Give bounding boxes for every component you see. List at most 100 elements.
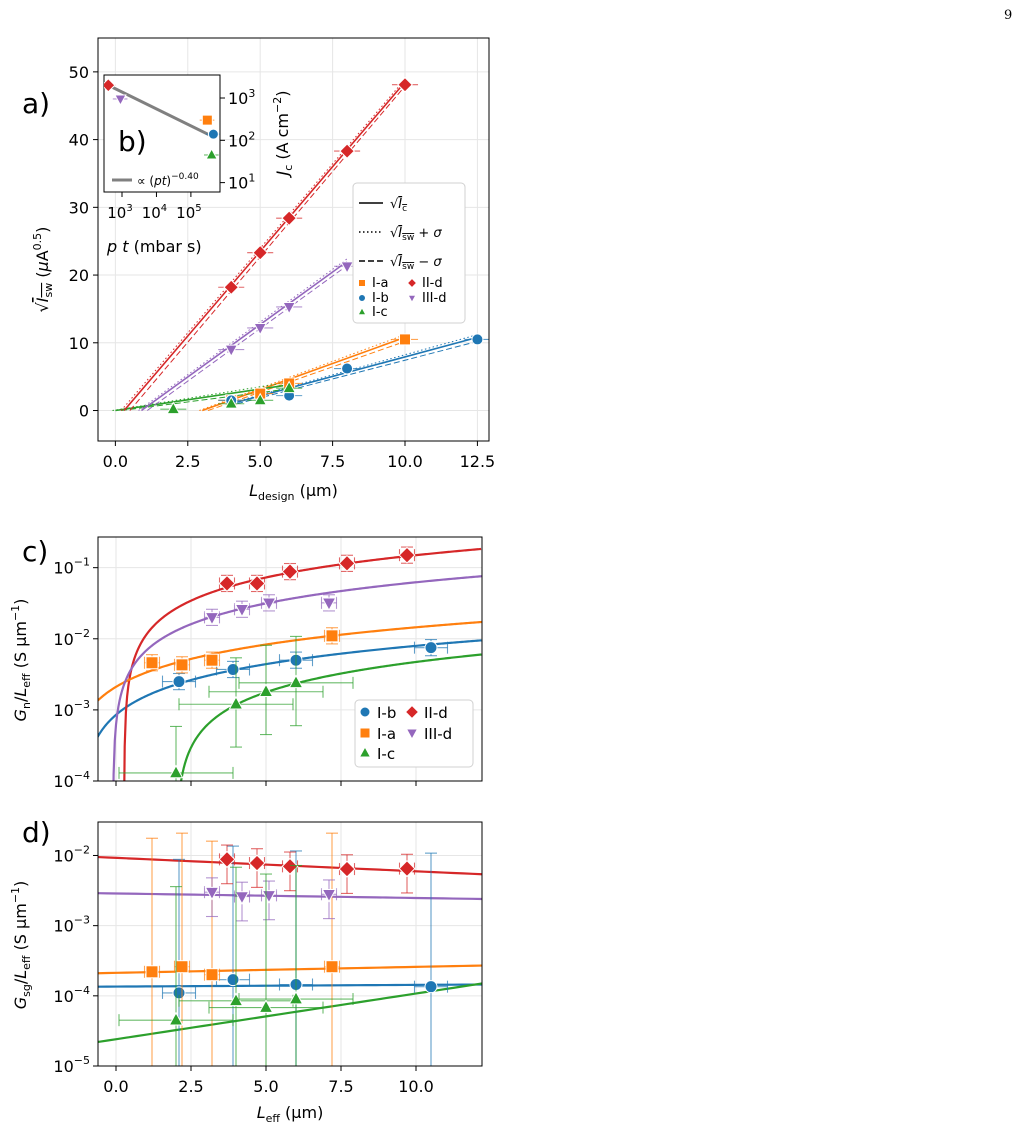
- xtick-label-a: 7.5: [320, 452, 345, 471]
- inset-plot-area: [104, 78, 220, 160]
- legend-label-III-d: III-d: [424, 725, 452, 743]
- legend-label-line: √Isw − σ: [390, 255, 442, 272]
- ylabel-a: √Isw (μA0.5): [31, 227, 55, 313]
- inset-xlabel: p t (mbar s): [106, 237, 202, 256]
- ytick-label-d: 10−5: [53, 1054, 90, 1076]
- legend-label-I-c: I-c: [377, 745, 395, 763]
- legend-a: √Ic√Isw + σ√Isw − σI-a II-dI-b III-dI-c: [352, 182, 466, 324]
- legend-marker-II-d: [406, 277, 418, 289]
- xtick-label-a: 5.0: [247, 452, 272, 471]
- xtick-label-d: 5.0: [253, 1077, 278, 1096]
- ytick-label-c: 10−2: [53, 627, 90, 649]
- xtick-label-a: 10.0: [387, 452, 423, 471]
- point-III-d: [234, 891, 250, 905]
- ytick-label-a: 20: [69, 266, 89, 285]
- panel-c: 10−4 10−3 10−2 10−1c) Gn/Leff (S μm−1) I-b II-…: [9, 535, 483, 791]
- panel-label-a: a): [22, 87, 50, 120]
- point-II-d: [218, 574, 236, 592]
- inset-ytick-label: 101: [228, 172, 255, 193]
- inset-fit-line: [104, 82, 216, 140]
- plot-area-d: [98, 832, 482, 1066]
- point-I-b: [226, 662, 240, 676]
- legend-marker-I-b: [358, 294, 366, 302]
- inset-ytick-label: 102: [228, 129, 255, 150]
- panel-label-c: c): [22, 535, 48, 568]
- model-curve-I-a: [98, 964, 482, 975]
- inset-point-I-c: [205, 147, 218, 160]
- legend-label-I-a: I-a: [377, 725, 396, 743]
- point-I-c: [253, 392, 268, 406]
- legend-marker-I-b: [359, 706, 371, 718]
- point-II-d: [338, 554, 356, 572]
- legend-marker-I-c: [357, 306, 367, 316]
- point-III-d: [204, 886, 220, 901]
- point-I-c: [224, 396, 239, 409]
- point-II-d: [339, 143, 355, 159]
- model-curve-I-c: [98, 982, 482, 1044]
- point-III-d: [234, 603, 250, 618]
- legend-label-I-a: I-a: [372, 276, 389, 291]
- ytick-label-c: 10−3: [53, 698, 90, 720]
- page-number: 9: [1004, 8, 1013, 23]
- point-I-a: [205, 968, 219, 982]
- point-III-d: [321, 888, 337, 903]
- point-I-b: [471, 333, 484, 346]
- ytick-label-c: 10−1: [53, 556, 90, 578]
- point-I-b: [424, 641, 438, 655]
- point-II-d: [281, 563, 299, 581]
- point-III-d: [253, 322, 268, 336]
- inset-point-III-d: [114, 94, 127, 106]
- xlabel-d: Leff (μm): [257, 1103, 324, 1125]
- point-I-a: [175, 658, 189, 672]
- point-II-d: [281, 857, 299, 875]
- sigma-minus-III-d: [146, 265, 348, 411]
- model-curve-II-d: [123, 547, 482, 781]
- ytick-label-d: 10−3: [53, 914, 90, 936]
- plot-area-a: [112, 76, 489, 415]
- point-I-b: [226, 973, 240, 987]
- model-curve-I-a: [98, 620, 482, 702]
- point-I-c: [258, 999, 274, 1013]
- xlabel-a: Ldesign (μm): [249, 481, 338, 503]
- model-curve-I-c: [179, 653, 482, 781]
- point-II-d: [398, 546, 416, 564]
- legend-marker-I-a: [359, 727, 371, 739]
- point-I-b: [424, 980, 438, 994]
- ylabel-c: Gn/Leff (S μm−1): [9, 599, 33, 722]
- point-II-d: [223, 279, 240, 296]
- axes-frame-c: [97, 536, 483, 782]
- point-I-c: [282, 380, 297, 394]
- inset-ylabel: Jc (A cm−2): [271, 91, 295, 179]
- point-I-c: [166, 401, 181, 415]
- point-III-d: [282, 301, 297, 315]
- xtick-label-a: 2.5: [175, 452, 200, 471]
- ytick-label-a: 10: [69, 334, 89, 353]
- inset-point-I-a: [201, 114, 213, 126]
- point-I-c: [228, 696, 244, 710]
- xtick-label-d: 7.5: [328, 1077, 353, 1096]
- point-I-c: [258, 683, 274, 698]
- point-I-a: [175, 960, 189, 974]
- point-I-a: [325, 960, 339, 974]
- plot-area-c: [98, 546, 482, 781]
- point-III-d: [321, 597, 337, 612]
- point-I-a: [325, 629, 339, 643]
- ytick-label-a: 0: [79, 402, 89, 421]
- ytick-label-a: 30: [69, 198, 89, 217]
- ylabel-d: Gsg/Leff (S μm−1): [9, 881, 33, 1010]
- ytick-label-d: 10−4: [53, 984, 90, 1006]
- point-II-d: [398, 860, 416, 878]
- point-II-d: [397, 76, 413, 93]
- panel-a: 0.0 2.5 5.0 7.5 10.0 12.5 0 10 20 30 40 50 Ldesign (…: [22, 37, 496, 503]
- legend-label-line: √Isw + σ: [390, 226, 442, 243]
- xtick-label-a: 12.5: [460, 452, 496, 471]
- point-II-d: [218, 850, 236, 868]
- point-I-c: [168, 764, 184, 779]
- sigma-minus-I-b: [236, 340, 478, 405]
- legend-label-II-d: II-d: [424, 704, 448, 722]
- legend-marker-II-d: [404, 704, 420, 720]
- panel-label-b: b): [118, 125, 147, 158]
- point-III-d: [261, 597, 277, 612]
- xtick-label-d: 0.0: [103, 1077, 128, 1096]
